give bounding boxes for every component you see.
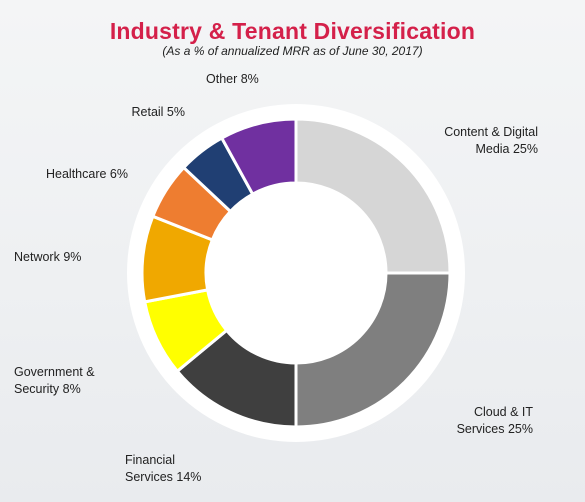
chart-subtitle: (As a % of annualized MRR as of June 30,… [162, 44, 423, 58]
slice-label-cloud: Cloud & IT Services 25% [456, 405, 533, 436]
slice-label-healthcare: Healthcare 6% [46, 167, 128, 181]
slice-label-other: Other 8% [206, 72, 259, 86]
slice-label-government: Government & Security 8% [14, 365, 95, 396]
slice-label-content: Content & Digital Media 25% [444, 125, 538, 156]
slice-label-financial: Financial Services 14% [125, 453, 202, 484]
slice-label-retail: Retail 5% [131, 105, 186, 119]
slice-label-network: Network 9% [14, 250, 82, 264]
chart-title: Industry & Tenant Diversification [109, 18, 476, 44]
donut-hole [206, 183, 386, 363]
